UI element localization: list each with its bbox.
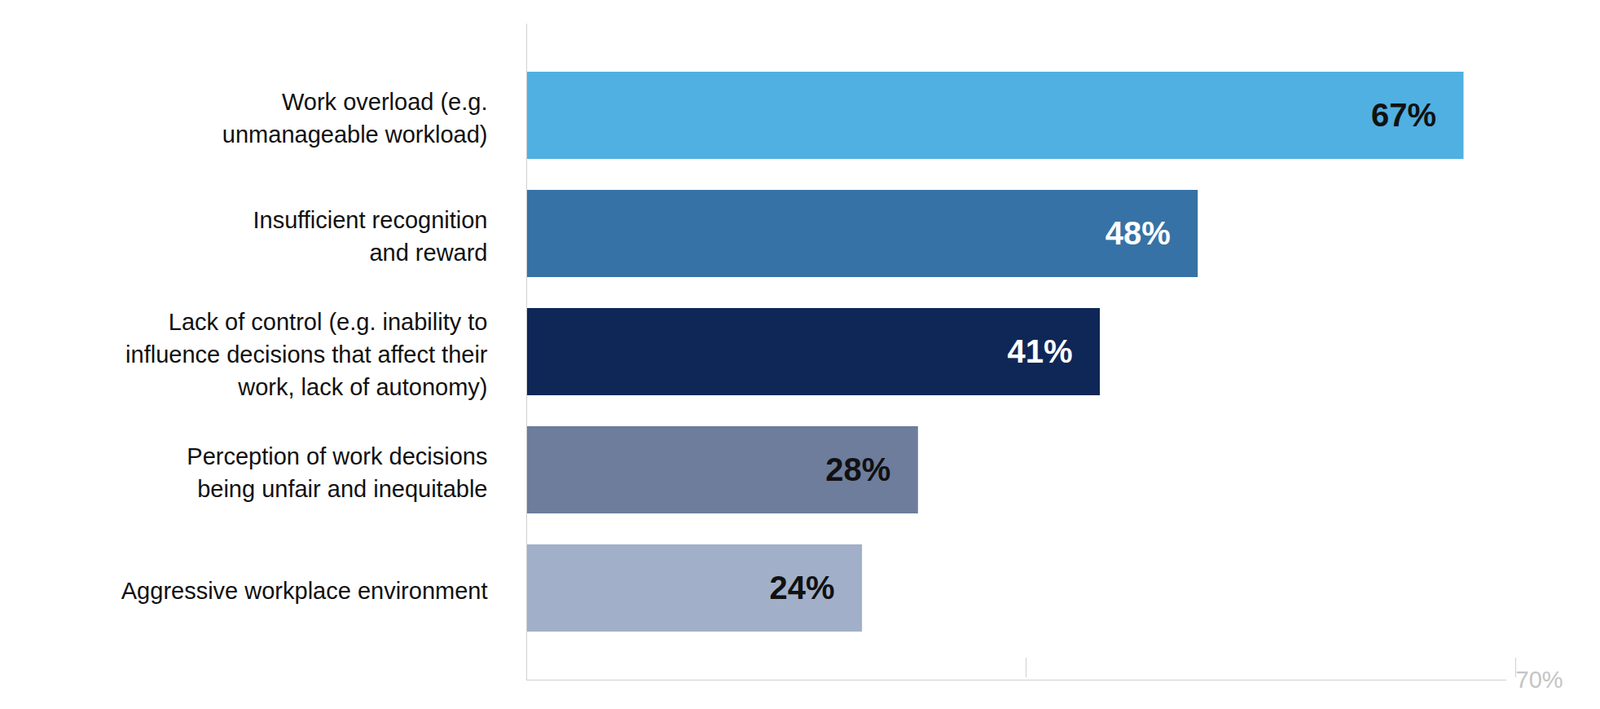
svg-text:41%: 41%	[1006, 333, 1073, 370]
svg-text:67%: 67%	[1371, 96, 1437, 133]
svg-text:Perception of work decisionsbe: Perception of work decisionsbeing unfair…	[186, 443, 488, 502]
svg-text:28%: 28%	[825, 451, 891, 488]
svg-text:Work overload (e.g.unmanageabl: Work overload (e.g.unmanageable workload…	[222, 88, 488, 148]
svg-text:70%: 70%	[1516, 666, 1564, 693]
svg-text:Insufficient recognitionand re: Insufficient recognitionand reward	[252, 206, 488, 266]
svg-text:48%: 48%	[1105, 215, 1171, 251]
svg-text:Aggressive workplace environme: Aggressive workplace environment	[121, 577, 488, 604]
svg-text:24%: 24%	[769, 569, 836, 606]
svg-text:Lack of control (e.g. inabilit: Lack of control (e.g. inability toinflue…	[125, 308, 488, 400]
